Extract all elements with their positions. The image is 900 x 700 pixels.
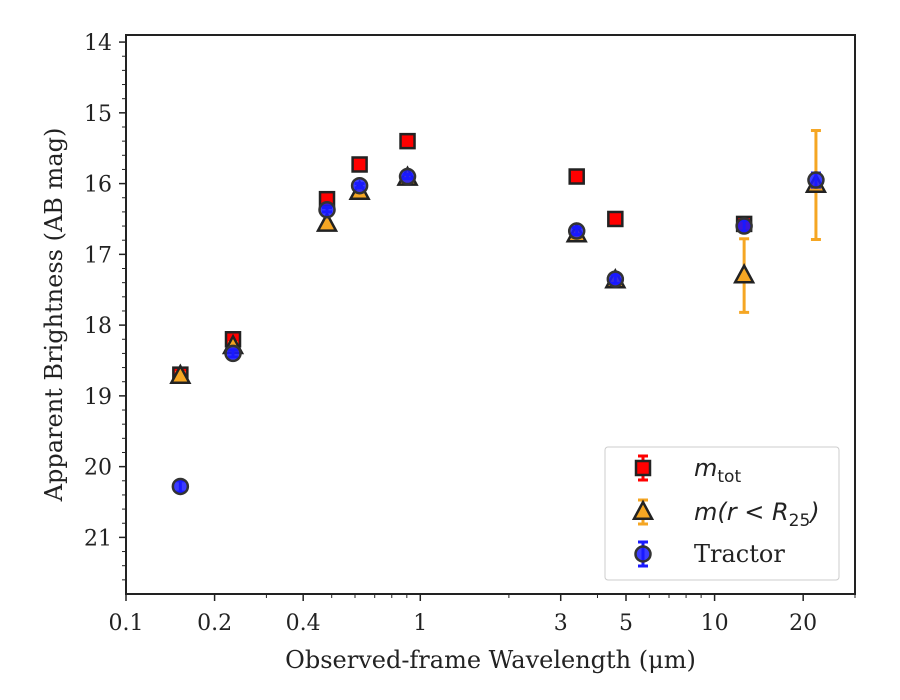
x-tick-label: 0.2	[197, 611, 232, 636]
legend-label: Tractor	[694, 540, 785, 568]
y-tick-label: 15	[84, 102, 112, 127]
data-point	[398, 167, 417, 186]
y-tick-label: 18	[84, 314, 112, 339]
data-point	[568, 168, 585, 185]
x-tick-label: 10	[701, 611, 729, 636]
data-point	[315, 211, 339, 232]
data-point	[169, 363, 192, 385]
x-tick-label: 20	[789, 611, 817, 636]
legend-label: mtot	[694, 454, 741, 487]
y-tick-label: 19	[84, 385, 112, 410]
data-point	[733, 263, 756, 284]
y-tick-label: 17	[84, 243, 112, 268]
x-tick-label: 0.1	[109, 611, 144, 636]
legend-marker	[634, 459, 652, 477]
legend-marker	[634, 545, 652, 563]
data-point	[318, 201, 336, 219]
y-axis-label: Apparent Brightness (AB mag)	[40, 128, 68, 503]
plot-frame	[125, 34, 856, 595]
legend: mtot m(r < R25) Tractor	[604, 446, 840, 581]
series-circle	[171, 167, 825, 496]
data-point	[351, 156, 368, 173]
data-layer	[169, 129, 828, 496]
data-point	[606, 270, 625, 288]
y-tick-label: 21	[84, 526, 112, 551]
y-tick-label: 20	[84, 456, 112, 481]
legend-box	[604, 446, 840, 581]
data-point	[224, 344, 242, 363]
data-point	[171, 477, 190, 496]
data-point	[399, 132, 416, 150]
data-point	[807, 171, 825, 189]
x-tick-label: 3	[554, 611, 568, 636]
x-tick-label: 1	[413, 611, 427, 636]
legend-marker	[631, 499, 655, 520]
y-tick-label: 16	[84, 173, 112, 198]
x-axis-label: Observed-frame Wavelength (μm)	[285, 646, 696, 674]
x-tick-label: 0.4	[286, 611, 321, 636]
data-point	[350, 176, 369, 195]
data-point	[735, 217, 753, 235]
x-tick-label: 5	[619, 611, 633, 636]
legend-label: m(r < R25)	[694, 498, 820, 531]
data-point	[567, 222, 586, 240]
tick-layer: 0.1 0.2 0.4 1 3 5 10 20 14 15 16 17 18 19 20 21	[84, 31, 856, 636]
y-tick-label: 14	[84, 31, 112, 56]
data-point	[607, 210, 624, 228]
